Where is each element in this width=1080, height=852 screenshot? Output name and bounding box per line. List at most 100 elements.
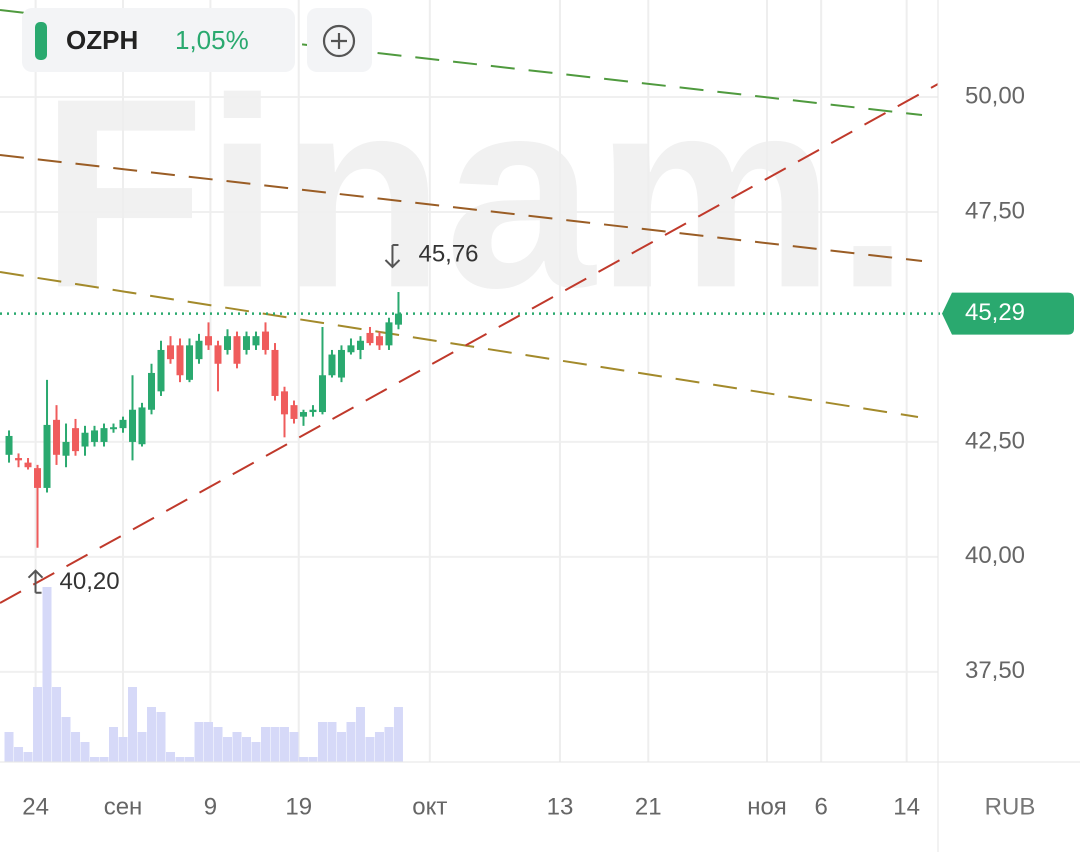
candle-body — [24, 462, 32, 468]
volume-bar — [80, 742, 90, 762]
add-icon — [331, 33, 347, 49]
candle-body — [233, 336, 241, 364]
candle-body — [356, 340, 364, 350]
candle-body — [100, 428, 108, 442]
candle-body — [261, 331, 269, 350]
volume-bar — [393, 707, 403, 762]
candle-body — [119, 419, 127, 429]
x-tick-label: окт — [412, 793, 447, 820]
candle-body — [148, 372, 156, 410]
candle-body — [129, 409, 137, 442]
volume-bar — [317, 722, 327, 762]
candle-body — [15, 458, 23, 461]
candle-body — [252, 336, 260, 346]
change: 1,05% — [175, 25, 249, 55]
volume-bar — [232, 732, 242, 762]
candle-body — [176, 345, 184, 376]
max-label: 45,76 — [418, 240, 478, 267]
volume-bar — [327, 722, 337, 762]
candle-body — [167, 345, 175, 360]
candle-body — [110, 427, 118, 430]
volume-bar — [23, 752, 33, 762]
candle-body — [204, 336, 212, 346]
volume-bar — [270, 727, 280, 762]
ticker: OZPH — [66, 25, 138, 55]
max-arrow — [384, 244, 401, 269]
candle-body — [43, 424, 51, 488]
trend-line — [0, 271, 919, 418]
volume-bar — [222, 737, 232, 762]
price-badge — [942, 292, 1074, 335]
watermark: Finam. — [40, 43, 910, 344]
y-tick-label: 42,50 — [965, 427, 1025, 454]
x-tick-label: 6 — [814, 793, 827, 820]
candle-body — [271, 349, 279, 396]
candle-body — [347, 345, 355, 353]
trend-line — [0, 154, 923, 262]
volume-bar — [184, 757, 194, 762]
candle-body — [214, 345, 222, 364]
min-label: 40,20 — [60, 568, 120, 595]
volume-bar — [203, 722, 213, 762]
volume-bar — [336, 732, 346, 762]
volume-bar — [90, 757, 100, 762]
x-tick-label: 9 — [204, 793, 217, 820]
candle-body — [375, 336, 383, 346]
volume-bar — [137, 732, 147, 762]
candle-body — [242, 336, 250, 350]
x-tick-label: сен — [104, 793, 143, 820]
x-tick-label: 21 — [635, 793, 662, 820]
volume-bar — [71, 732, 81, 762]
min-arrow — [27, 569, 44, 594]
x-tick-label: 24 — [22, 793, 49, 820]
volume-bar — [298, 757, 308, 762]
volume-bar — [4, 732, 14, 762]
candle-body — [223, 336, 231, 350]
candle-body — [290, 405, 298, 419]
candle-body — [385, 322, 393, 346]
candle-body — [72, 428, 80, 452]
volume-bar — [279, 727, 289, 762]
candle-body — [62, 441, 70, 456]
candle-body — [81, 432, 89, 447]
volume-bar — [156, 712, 166, 762]
x-tick-label: 14 — [893, 793, 920, 820]
volume-bar — [194, 722, 204, 762]
volume-bar — [260, 727, 270, 762]
volume-bar — [118, 737, 128, 762]
volume-bar — [52, 687, 62, 762]
volume-bar — [308, 757, 318, 762]
candle-body — [337, 349, 345, 378]
volume-bar — [128, 687, 138, 762]
volume-bar — [374, 732, 384, 762]
candle-body — [328, 354, 336, 376]
y-tick-label: 37,50 — [965, 657, 1025, 684]
candle-body — [34, 468, 42, 488]
volume-bar — [147, 707, 157, 762]
candle-body — [318, 375, 326, 413]
add-icon — [322, 24, 356, 58]
candle-body — [309, 409, 317, 413]
price-badge-label: 45,29 — [965, 299, 1025, 326]
volume-bar — [61, 717, 71, 762]
volume-bar — [166, 752, 176, 762]
candle-body — [138, 407, 146, 445]
volume-bar — [109, 727, 119, 762]
volume-bar — [241, 737, 251, 762]
currency: RUB — [985, 793, 1036, 820]
x-tick-label: 19 — [285, 793, 312, 820]
candle-body — [299, 412, 307, 417]
x-tick-label: 13 — [547, 793, 574, 820]
volume-bar — [384, 727, 394, 762]
y-tick-label: 47,50 — [965, 197, 1025, 224]
ticker-box[interactable] — [22, 8, 295, 72]
volume-bar — [14, 747, 24, 762]
volume-bar — [289, 732, 299, 762]
y-tick-label: 50,00 — [965, 82, 1025, 109]
candle-body — [366, 332, 374, 344]
ticker-indicator — [35, 22, 47, 60]
candle-body — [157, 349, 165, 392]
candle-body — [185, 345, 193, 380]
y-tick-label: 40,00 — [965, 542, 1025, 569]
